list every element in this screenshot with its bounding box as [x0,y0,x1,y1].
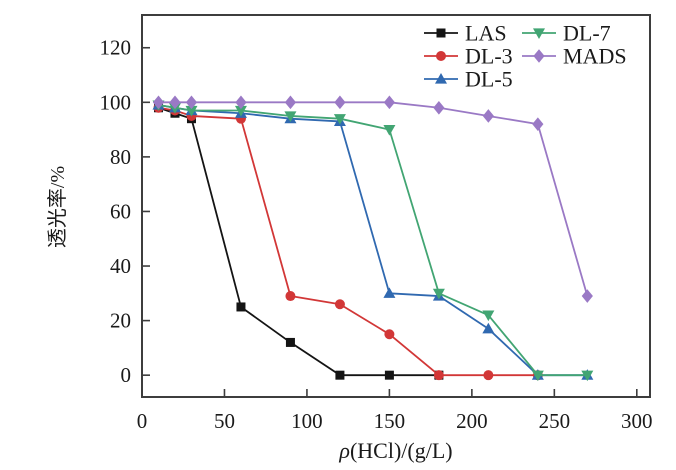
series-DL-7-marker [383,125,396,136]
legend-DL-7-marker [533,28,545,39]
y-tick-label: 40 [110,254,131,278]
series-MADS-marker [235,95,247,110]
series-DL-7-marker [482,310,495,322]
x-tick-label: 150 [374,409,406,433]
series-MADS-marker [433,100,445,115]
series-DL-7-marker [185,105,198,117]
y-tick-label: 120 [100,36,132,60]
y-tick-label: 80 [110,145,131,169]
series-DL-3-marker [483,370,494,381]
series-DL-7-marker [581,370,594,382]
series-LAS-marker [384,370,394,380]
y-tick-label: 0 [121,363,132,387]
series-MADS-marker [383,95,396,110]
series-MADS-marker [334,95,346,110]
x-tick-label: 100 [291,409,323,433]
series-DL-3-marker [285,291,296,302]
y-tick-label: 60 [110,199,131,223]
legend-DL-5-marker [435,73,447,84]
x-tick-label: 50 [214,409,235,433]
legend-LAS-marker [436,28,446,38]
series-DL-3-line [158,106,538,377]
x-axis-title: ρ(HCl)/(g/L) [338,438,452,463]
x-tick-label: 200 [456,409,488,433]
series-MADS-marker [169,95,181,110]
y-tick-label: 100 [100,90,132,114]
series-DL-7-marker [284,111,297,122]
series-DL-5-marker [482,322,495,334]
series-LAS-line [158,106,439,377]
legend-DL-3-marker [436,51,446,61]
series-MADS-line [158,101,589,297]
series-LAS-marker [285,337,295,347]
series-LAS-marker [236,302,246,312]
x-tick-label: 300 [621,409,653,433]
x-tick-label: 250 [539,409,571,433]
series-DL-7-marker [432,288,445,300]
legend-LAS-label: LAS [465,21,507,46]
series-DL-5-marker [383,287,396,298]
legend-DL-3-label: DL-3 [465,44,513,69]
legend-DL-5-label: DL-5 [465,67,513,92]
series-DL-3-marker [433,370,444,381]
plot-border [141,14,651,398]
x-axis-title-symbol: ρ [338,438,350,463]
series-DL-7-marker [531,370,544,382]
x-axis-title-rest: (HCl)/(g/L) [350,438,453,463]
series-MADS-marker [284,95,297,110]
series-MADS-marker [532,117,544,131]
series-LAS-marker [335,370,345,380]
series-DL-7-marker [333,114,346,125]
legend-MADS-marker [533,49,545,63]
x-tick-label: 0 [137,409,148,433]
series-DL-3-marker [334,299,345,310]
series-DL-7-marker [234,105,247,117]
legend-MADS-label: MADS [563,44,627,69]
y-axis-title: 透光率/% [46,166,69,248]
series-MADS-marker [581,289,593,303]
series-MADS-marker [152,95,165,110]
series-MADS-marker [185,95,198,110]
series-MADS-marker [482,109,494,123]
y-tick-label: 20 [110,309,131,333]
legend-DL-7-label: DL-7 [563,21,611,46]
series-DL-3-marker [384,329,395,340]
